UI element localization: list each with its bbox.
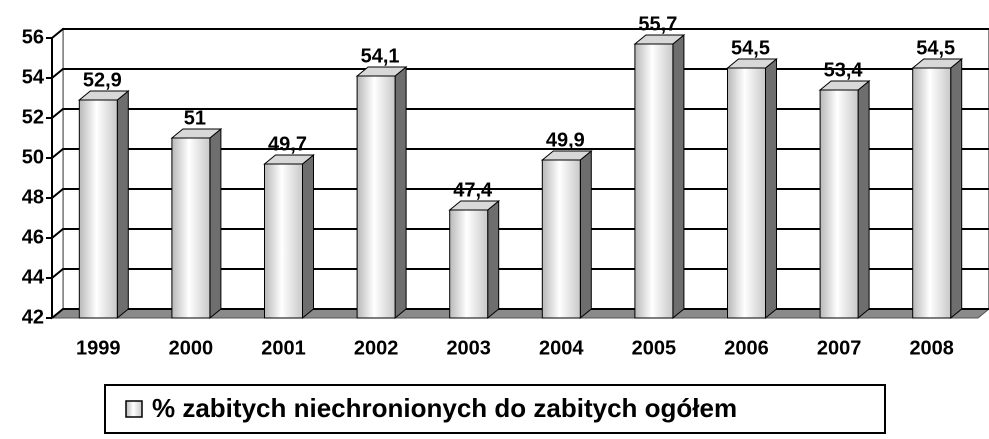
value-label: 53,4 bbox=[824, 59, 864, 81]
bar-side bbox=[209, 127, 222, 320]
bar bbox=[78, 99, 118, 319]
bar bbox=[634, 43, 674, 319]
bar bbox=[541, 159, 581, 319]
bar-side bbox=[487, 199, 500, 320]
value-label: 51 bbox=[184, 107, 206, 129]
bar bbox=[819, 89, 859, 319]
value-label: 54,5 bbox=[916, 37, 955, 59]
bar-side bbox=[394, 65, 407, 320]
legend bbox=[104, 384, 886, 434]
y-tick-label: 46 bbox=[22, 226, 44, 248]
bar-side bbox=[672, 33, 685, 320]
bar bbox=[264, 163, 303, 319]
bar-side bbox=[302, 153, 314, 320]
value-label: 55,7 bbox=[638, 13, 677, 35]
bar bbox=[912, 67, 952, 319]
x-tick-label: 2001 bbox=[261, 337, 306, 359]
x-tick-label: 2006 bbox=[724, 337, 769, 359]
x-tick-label: 2003 bbox=[446, 337, 491, 359]
y-tick-label: 42 bbox=[22, 306, 44, 328]
x-tick-label: 2000 bbox=[169, 337, 214, 359]
value-label: 54,1 bbox=[361, 45, 400, 67]
bar bbox=[449, 209, 489, 319]
bar-side bbox=[579, 149, 592, 320]
y-tick-label: 48 bbox=[22, 186, 44, 208]
legend-swatch bbox=[125, 400, 143, 418]
value-label: 49,7 bbox=[268, 133, 307, 155]
value-label: 47,4 bbox=[453, 179, 493, 201]
y-tick-label: 52 bbox=[22, 106, 44, 128]
x-tick-label: 2005 bbox=[632, 337, 677, 359]
grid-line bbox=[51, 28, 989, 39]
bar bbox=[727, 67, 766, 319]
x-tick-label: 2002 bbox=[354, 337, 399, 359]
y-tick-label: 54 bbox=[22, 66, 45, 88]
value-label: 49,9 bbox=[546, 129, 585, 151]
legend-label: % zabitych niechronionych do zabitych og… bbox=[152, 393, 737, 423]
bar bbox=[171, 137, 211, 319]
y-tick-label: 44 bbox=[22, 266, 45, 288]
y-tick-label: 56 bbox=[22, 26, 44, 48]
x-tick-label: 2007 bbox=[817, 337, 862, 359]
y-tick-label: 50 bbox=[22, 146, 44, 168]
bar-side bbox=[116, 89, 129, 320]
bars: 52,9 1999 51 2000 49,7 2001 54,1 2002 47,4 2003 49… bbox=[76, 13, 964, 359]
bar-side bbox=[950, 57, 963, 320]
x-tick-label: 2008 bbox=[909, 337, 954, 359]
value-label: 52,9 bbox=[83, 69, 122, 91]
value-label: 54,5 bbox=[731, 37, 770, 59]
bar bbox=[356, 75, 396, 319]
x-tick-label: 1999 bbox=[76, 337, 121, 359]
bar-side bbox=[765, 57, 777, 320]
x-tick-label: 2004 bbox=[539, 337, 584, 359]
bar-side bbox=[857, 79, 870, 320]
